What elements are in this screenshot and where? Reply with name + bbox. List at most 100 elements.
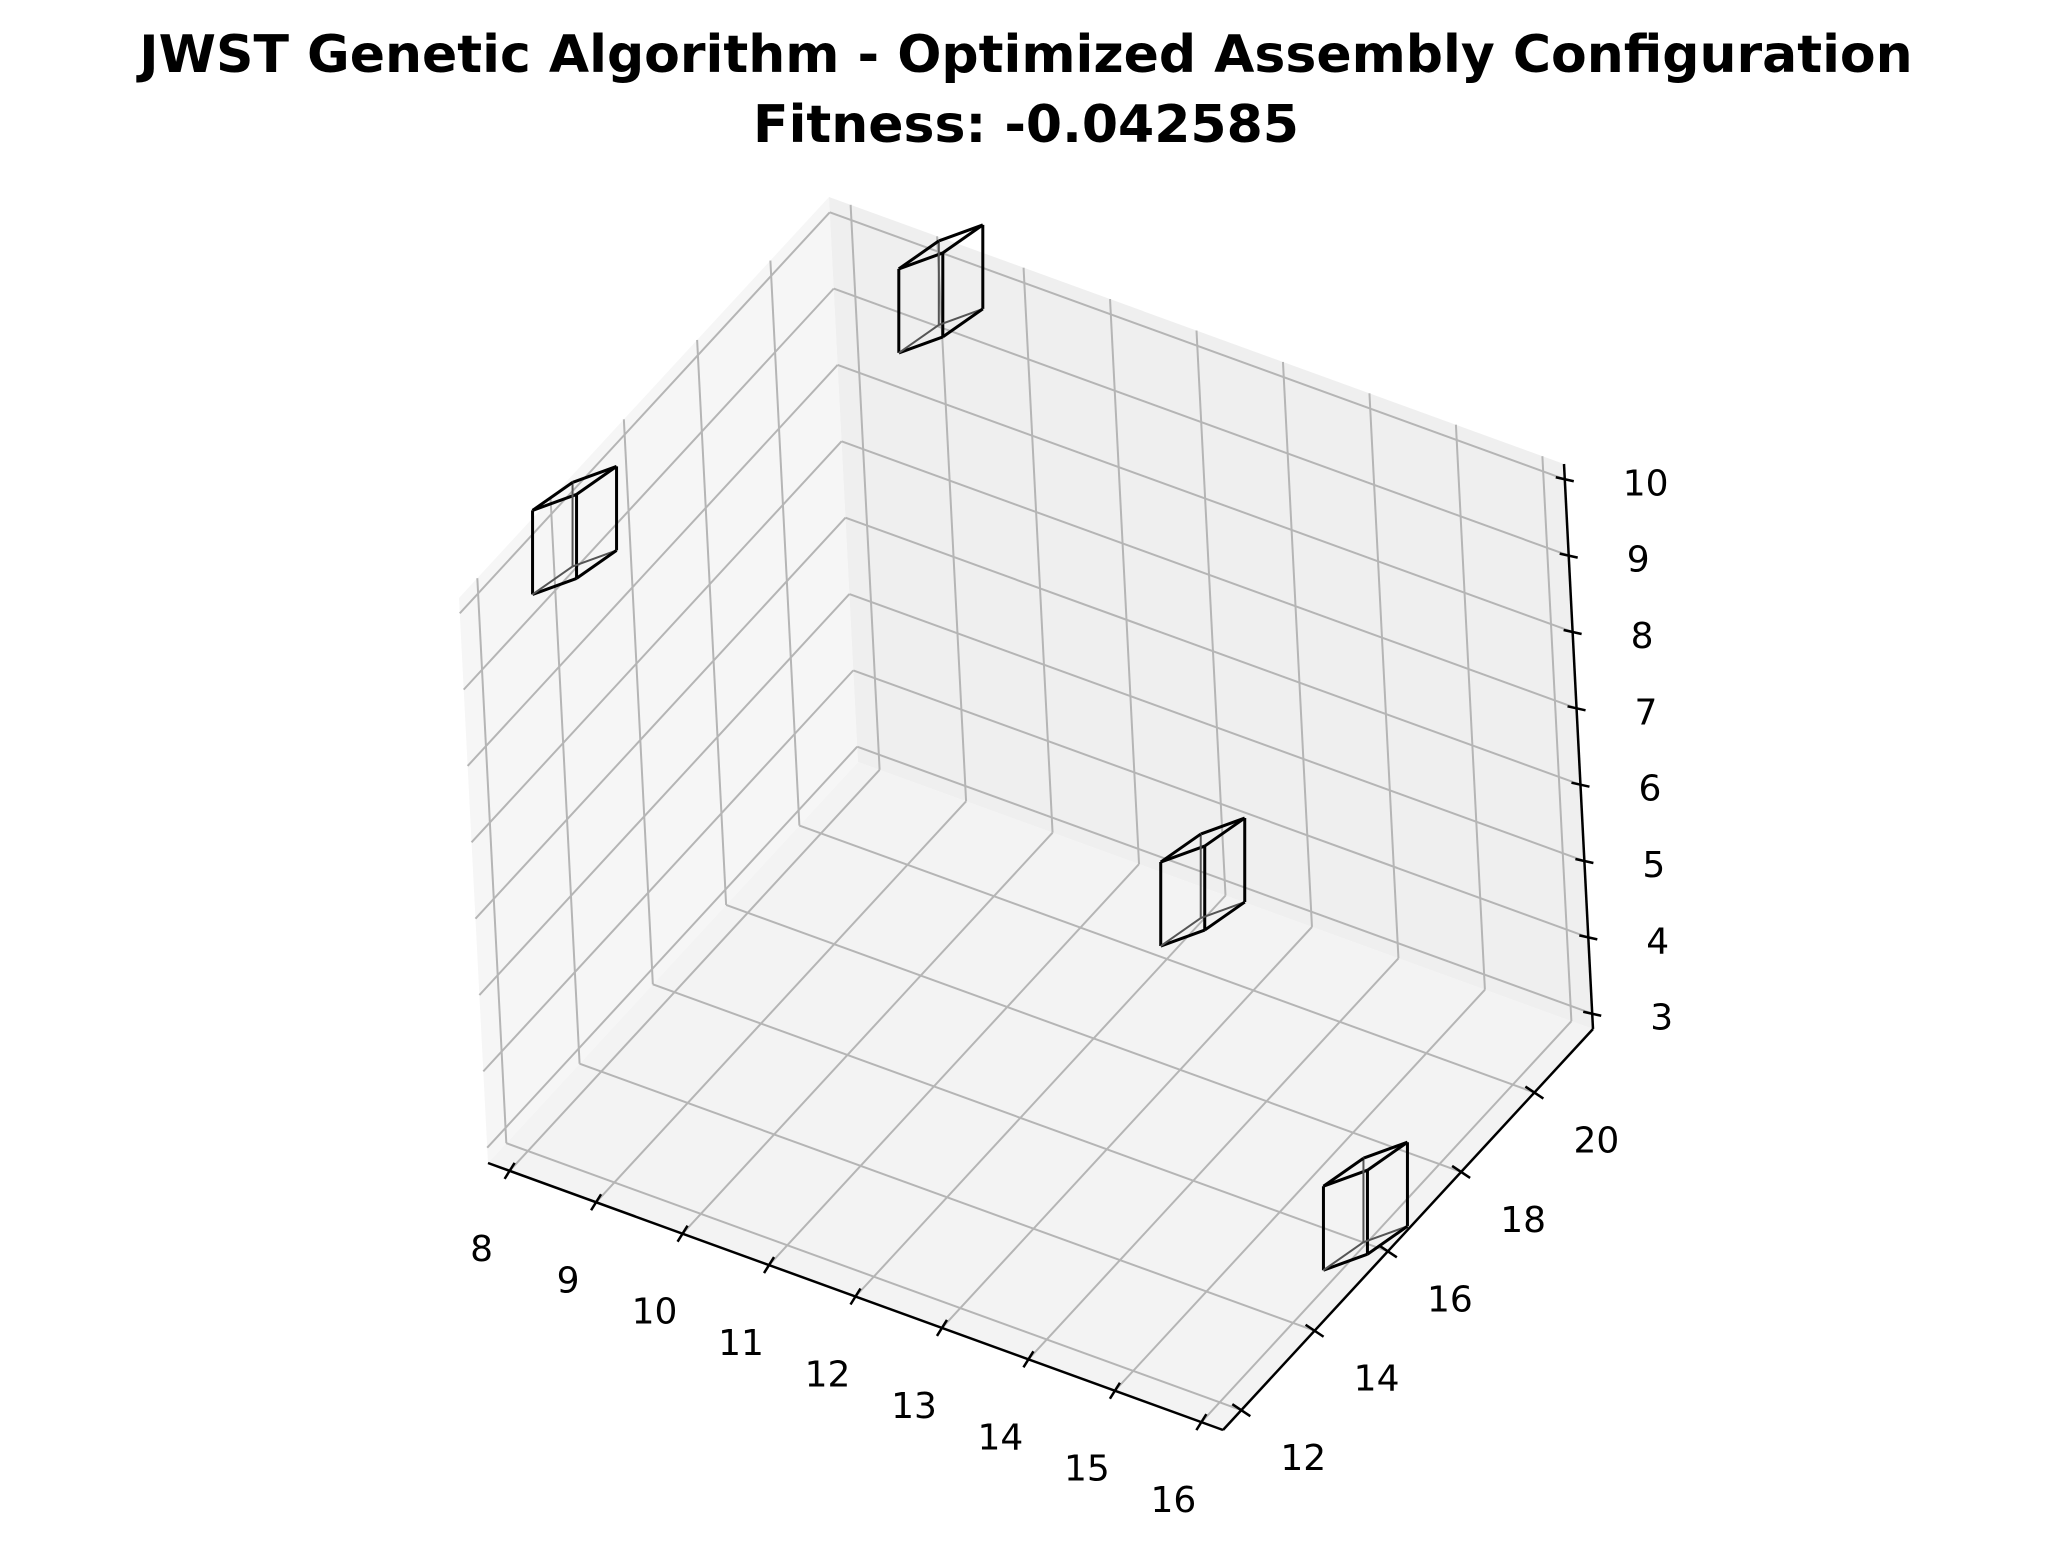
grid-line	[849, 204, 881, 770]
grid-line	[579, 1062, 1315, 1332]
left-wall-pane	[459, 197, 858, 1163]
z-axis-tick-label: 5	[1642, 845, 1665, 886]
grid-line	[549, 498, 581, 1064]
z-axis-tick-label: 8	[1631, 616, 1654, 657]
x-axis-tick	[676, 1225, 689, 1243]
grid-line	[508, 769, 881, 1172]
y-axis-tick-label: 18	[1500, 1200, 1546, 1241]
y-axis-tick	[1231, 1403, 1252, 1418]
y-axis-tick	[1524, 1085, 1545, 1100]
cube-edge	[898, 324, 940, 354]
z-axis-tick-label: 4	[1646, 921, 1669, 962]
x-axis-tick	[935, 1319, 949, 1337]
grid-line	[681, 831, 1054, 1235]
z-axis-tick-label: 3	[1650, 998, 1673, 1039]
cube-edge	[938, 307, 984, 326]
x-axis-tick	[762, 1256, 776, 1274]
grid-line	[478, 593, 851, 996]
grid-line	[856, 745, 1593, 1015]
axis-panes	[459, 197, 1593, 1430]
grid-line	[941, 926, 1313, 1329]
grid-line	[854, 894, 1227, 1298]
axis-lines: 8 9 10 11 12 13 14 15 16 12 14 16 18 20 3 4 5 6 7 8 9 10	[470, 463, 1673, 1521]
z-axis-tick	[1582, 1010, 1602, 1017]
cube-edge	[1362, 1140, 1408, 1160]
cube-edge	[1366, 1140, 1409, 1172]
grid-line	[482, 669, 855, 1073]
x-axis-tick	[849, 1287, 862, 1306]
grid-line	[476, 578, 508, 1144]
z-axis-tick-label: 6	[1638, 769, 1661, 810]
cube-edge	[532, 576, 578, 596]
y-axis-tick	[1304, 1323, 1325, 1338]
grid-line	[829, 211, 1566, 481]
data-markers	[531, 223, 1409, 1272]
grid-line	[1027, 957, 1400, 1361]
grid-line	[505, 1142, 1242, 1412]
y-axis-tick	[1378, 1244, 1398, 1259]
x-axis-tick	[1022, 1350, 1035, 1368]
grid-line	[595, 800, 967, 1203]
grid-line	[1022, 267, 1054, 833]
grid-line	[1368, 393, 1400, 959]
cube-edge	[1322, 1252, 1368, 1272]
x-axis-tick	[1195, 1413, 1208, 1431]
cube-edge	[575, 549, 618, 580]
z-axis-tick	[1575, 857, 1594, 865]
y-axis-tick-label: 20	[1573, 1121, 1619, 1162]
cube-edge	[531, 565, 574, 596]
cube-edge	[1203, 900, 1246, 932]
x-axis-tick-label: 8	[470, 1229, 493, 1270]
z-axis-tick-label: 10	[1623, 463, 1669, 504]
grid-line	[1109, 299, 1141, 865]
cube-edge	[897, 239, 940, 271]
x-axis-tick-label: 9	[557, 1260, 580, 1301]
z-axis-tick	[1567, 705, 1586, 712]
grid-line	[1454, 424, 1486, 990]
grid-line	[459, 211, 831, 614]
grid-line	[845, 516, 1581, 786]
cube-edge	[1200, 816, 1246, 836]
chart-subtitle: Fitness: -0.042585	[753, 95, 1299, 155]
grid-line	[833, 287, 1570, 557]
x-axis-tick-label: 15	[1064, 1449, 1110, 1490]
x-axis-tick-label: 16	[1150, 1480, 1196, 1521]
grid-line	[841, 440, 1577, 710]
cube-edge	[572, 464, 618, 484]
grid-line	[852, 669, 1589, 939]
grid-line	[837, 364, 1573, 633]
cube-edge	[532, 492, 578, 512]
cube-edge	[531, 481, 574, 512]
grid-line	[799, 824, 1535, 1094]
z-axis-tick-label: 9	[1627, 540, 1650, 581]
grid-line	[768, 863, 1140, 1266]
cube-edge	[1160, 844, 1206, 864]
cube-edge	[1322, 1156, 1365, 1188]
z-axis-tick	[1559, 552, 1578, 559]
cube-marker	[897, 223, 985, 355]
chart-title: JWST Genetic Algorithm - Optimized Assem…	[136, 25, 1912, 85]
cube-edge	[1160, 917, 1202, 947]
grid-line	[1114, 989, 1486, 1392]
grid-lines	[459, 204, 1593, 1423]
y-axis-tick-label: 14	[1354, 1359, 1400, 1400]
z-axis-tick	[1571, 781, 1590, 788]
grid-line	[725, 903, 1462, 1173]
y-axis-tick-label: 12	[1280, 1438, 1326, 1479]
cube-edge	[1200, 901, 1246, 919]
cube-edge	[575, 465, 618, 496]
grid-line	[849, 593, 1585, 862]
grid-line	[470, 440, 843, 844]
cube-edge	[1159, 832, 1202, 864]
grid-line	[652, 983, 1389, 1253]
cube-edge	[941, 307, 984, 339]
grid-line	[1541, 456, 1573, 1022]
y-axis-tick-label: 16	[1427, 1279, 1473, 1320]
z-axis-tick	[1555, 476, 1575, 483]
grid-line	[622, 419, 654, 985]
x-axis-tick-label: 13	[891, 1386, 937, 1427]
cube-edge	[1363, 1225, 1408, 1244]
z-axis-tick	[1563, 628, 1582, 636]
cube-edge	[898, 335, 944, 355]
